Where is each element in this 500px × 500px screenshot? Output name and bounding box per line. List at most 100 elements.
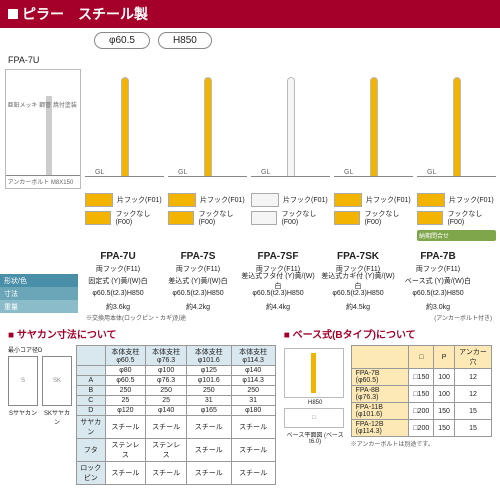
sayakan-diagram-s: S (8, 356, 38, 406)
table-cell: B (77, 386, 106, 396)
spec-cell: φ60.5(t2.3)H850 (398, 287, 478, 300)
table-cell: 150 (434, 420, 455, 437)
variant-swatch: 片フック(F01) (417, 193, 496, 207)
product-image: GL (85, 69, 164, 189)
product-name: FPA-7SF (238, 251, 318, 264)
table-header: 本体支柱 φ114.3 (231, 346, 275, 366)
model-row: FPA-7U (0, 53, 500, 67)
spec-footnote-left: ※交換用本体(ロックピン・カギ)別途 (86, 313, 186, 322)
spec-data-column: FPA-7S 両フック(F11)差込式 (Y)黄/(W)白φ60.5(t2.3)… (158, 251, 238, 313)
product-image: GL (334, 69, 413, 189)
table-cell: □200 (409, 420, 434, 437)
table-cell: FPA-8B (φ76.3) (351, 386, 409, 403)
table-cell (77, 366, 106, 376)
table-cell: ステンレス (146, 439, 187, 462)
product-column: GL 片フック(F01)フックなし(F00) (168, 69, 247, 241)
product-image: GL (417, 69, 496, 189)
table-cell: φ140 (146, 406, 187, 416)
table-cell: φ101.6 (186, 376, 231, 386)
table-cell: 25 (146, 396, 187, 406)
base-section: ■ ベース式(Bタイプ)について H850 □ ベース平面図 (ベースt6.0)… (284, 326, 492, 485)
bottom-sections: ■ サヤカン寸法について 最小コア径D S SK Sサヤカン SKサヤカン 本体… (0, 322, 500, 489)
table-cell: フタ (77, 439, 106, 462)
table-cell: 31 (231, 396, 275, 406)
table-cell: φ120 (105, 406, 146, 416)
spec-cell: 約3.0kg (398, 300, 478, 313)
table-cell: スチール (146, 462, 187, 485)
table-header: □ (409, 346, 434, 369)
spec-footnote-right: (アンカーボルト付き) (434, 313, 492, 322)
page-header: ピラー スチール製 (0, 0, 500, 28)
spec-cell: 固定式 (Y)黄/(W)白 (78, 274, 158, 287)
diameter-pill: φ60.5 (94, 32, 150, 49)
availability-badge: 納期問合せ (417, 230, 496, 241)
table-cell: 250 (231, 386, 275, 396)
spec-cell: 約3.6kg (78, 300, 158, 313)
sayakan-diagram-sk: SK (42, 356, 72, 406)
table-header (351, 346, 409, 369)
sayakan-title: ■ サヤカン寸法について (8, 326, 276, 341)
table-cell: 250 (186, 386, 231, 396)
product-column: GL 片フック(F01) フックなし(F00) (251, 69, 330, 241)
header-title: ピラー スチール製 (22, 6, 148, 22)
table-cell: ステンレス (105, 439, 146, 462)
table-cell: スチール (146, 416, 187, 439)
product-subtitle: 両フック(F11) (78, 264, 158, 274)
base-elevation-drawing (284, 348, 344, 398)
table-cell: φ165 (186, 406, 231, 416)
product-subtitle: 両フック(F11) (398, 264, 478, 274)
base-note: ※アンカーボルトは別途です。 (351, 439, 492, 448)
spec-cell: 約4.2kg (158, 300, 238, 313)
table-cell: 25 (105, 396, 146, 406)
base-title: ■ ベース式(Bタイプ)について (284, 326, 492, 341)
variant-swatch: フックなし(F00) (85, 209, 164, 226)
table-header: 本体支柱 φ60.5 (105, 346, 146, 366)
variant-swatch: フックなし(F00) (168, 209, 247, 226)
table-cell: □150 (409, 386, 434, 403)
table-cell: φ140 (231, 366, 275, 376)
table-cell: φ80 (105, 366, 146, 376)
product-image: GL (251, 69, 330, 189)
spec-label-column: 形状/色寸法重量 (0, 251, 78, 313)
table-cell: 12 (454, 369, 491, 386)
table-cell: スチール (105, 462, 146, 485)
table-cell: スチール (231, 462, 275, 485)
spec-cell: φ60.5(t2.3)H850 (158, 287, 238, 300)
spec-cell: φ60.5(t2.3)H850 (318, 287, 398, 300)
table-cell: 250 (105, 386, 146, 396)
sayakan-section: ■ サヤカン寸法について 最小コア径D S SK Sサヤカン SKサヤカン 本体… (8, 326, 276, 485)
table-header: 本体支柱 φ76.3 (146, 346, 187, 366)
table-cell: スチール (231, 439, 275, 462)
table-cell: スチール (186, 439, 231, 462)
spec-cell: 約4.5kg (318, 300, 398, 313)
table-cell: スチール (105, 416, 146, 439)
table-cell: φ76.3 (146, 376, 187, 386)
table-cell: FPA-11B (φ101.6) (351, 403, 409, 420)
table-cell: 31 (186, 396, 231, 406)
table-cell: スチール (231, 416, 275, 439)
variant-swatch: 片フック(F01) (251, 193, 330, 207)
diagram-column: 亜鉛メッキ 鋼管 焼付塗装 アンカーボルト M8X150 (4, 69, 81, 241)
table-header (77, 346, 106, 366)
table-cell: ロックピン (77, 462, 106, 485)
spec-cell: 差込式カギ付 (Y)黄/(W)白 (318, 274, 398, 287)
spec-row-label: 寸法 (0, 287, 78, 300)
base-plan-drawing: □ (284, 408, 344, 428)
table-cell: 15 (454, 420, 491, 437)
height-pill: H850 (158, 32, 212, 49)
table-cell: 100 (434, 386, 455, 403)
sayakan-table: 本体支柱 φ60.5本体支柱 φ76.3本体支柱 φ101.6本体支柱 φ114… (76, 345, 276, 485)
product-column: GL 片フック(F01)フックなし(F00) (85, 69, 164, 241)
table-cell: φ100 (146, 366, 187, 376)
product-name: FPA-7S (158, 251, 238, 264)
table-cell: FPA-12B (φ114.3) (351, 420, 409, 437)
product-row: 亜鉛メッキ 鋼管 焼付塗装 アンカーボルト M8X150 GL 片フック(F01… (0, 67, 500, 243)
variant-swatch: フックなし(F00) (251, 209, 330, 226)
table-cell: □150 (409, 369, 434, 386)
table-cell: 100 (434, 369, 455, 386)
base-table: □Pアンカー穴FPA-7B (φ60.5)□15010012FPA-8B (φ7… (351, 345, 492, 437)
table-header: 本体支柱 φ101.6 (186, 346, 231, 366)
product-image: GL (168, 69, 247, 189)
spec-cell: 差込式フタ付 (Y)黄/(W)白 (238, 274, 318, 287)
spec-cell: ベース式 (Y)黄/(W)白 (398, 274, 478, 287)
